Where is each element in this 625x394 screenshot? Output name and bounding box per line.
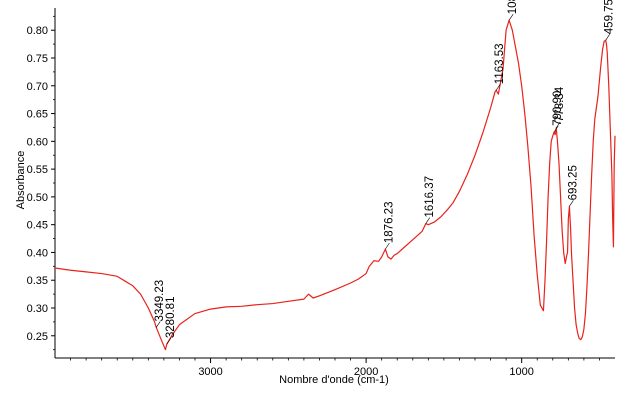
- y-axis-title: Absorbance: [15, 151, 27, 210]
- peak-label: 3280.81: [165, 297, 177, 339]
- peak-leader: [555, 121, 561, 129]
- peak-label: 3349.23: [154, 280, 166, 322]
- peak-leader: [155, 321, 161, 328]
- y-tick-label: 0.45: [27, 220, 48, 232]
- peak-label: 1616.37: [424, 176, 436, 218]
- y-tick-label: 0.55: [27, 164, 48, 176]
- spectrum-line: [54, 19, 616, 351]
- peak-leader: [569, 200, 574, 207]
- peak-label: 1163.53: [494, 44, 506, 85]
- x-axis: 3000 2000 1000: [70, 358, 600, 378]
- peak-label: 693.25: [567, 165, 579, 200]
- peak-leader: [553, 125, 559, 133]
- peak-label: 778.34: [554, 86, 566, 122]
- y-tick-label: 0.50: [27, 192, 48, 204]
- y-tick-label: 0.35: [27, 275, 48, 287]
- y-tick-label: 0.70: [27, 81, 48, 93]
- peak-label: 1080.72: [507, 0, 519, 14]
- peak-label: 1876.23: [383, 202, 395, 244]
- x-tick-label: 3000: [198, 366, 222, 378]
- peak-leader: [385, 242, 390, 250]
- peak-leader: [495, 84, 501, 91]
- y-tick-label: 0.60: [27, 136, 48, 148]
- peak-leader: [605, 34, 610, 41]
- y-tick-label: 0.80: [27, 25, 48, 37]
- peak-leader: [425, 217, 431, 224]
- peak-leader: [166, 337, 172, 345]
- y-tick-label: 0.40: [27, 247, 48, 259]
- peak-label: 459.75: [604, 0, 616, 34]
- x-axis-title: Nombre d'onde (cm-1): [279, 374, 389, 386]
- y-tick-label: 0.65: [27, 109, 48, 121]
- y-tick-label: 0.75: [27, 53, 48, 65]
- x-tick-label: 1000: [509, 366, 533, 378]
- peak-leader: [508, 14, 514, 21]
- y-axis: 0.25 0.30 0.35 0.40 0.45 0.50 0.55 0.60 0.65 0.70…: [27, 15, 55, 351]
- peak-label: 790.90: [552, 91, 564, 126]
- y-tick-label: 0.30: [27, 303, 48, 315]
- x-tick-label: 2000: [354, 366, 378, 378]
- y-tick-label: 0.25: [27, 331, 48, 343]
